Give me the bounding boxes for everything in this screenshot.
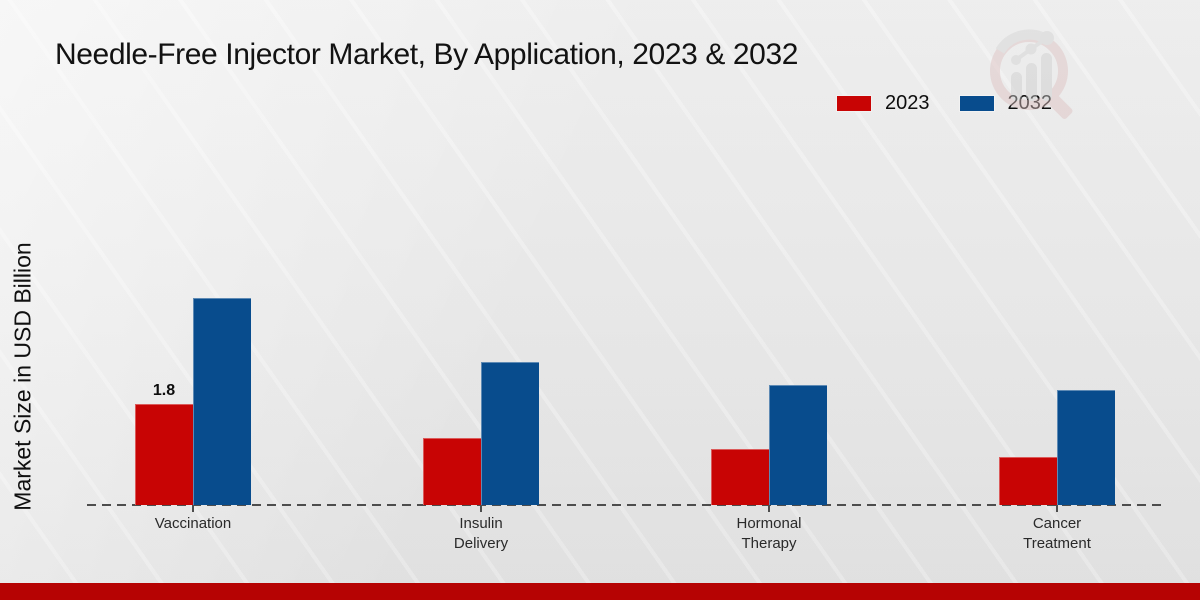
- bar-2023-insulin-delivery: [423, 437, 481, 505]
- x-axis-tick: [192, 505, 194, 512]
- bar-2032-cancer-treatment: [1057, 390, 1115, 505]
- bar-2032-insulin-delivery: [481, 362, 539, 505]
- magnifier-bar-chart-logo-icon: [990, 29, 1073, 119]
- chart-title: Needle-Free Injector Market, By Applicat…: [55, 38, 799, 71]
- legend-swatch-2032: [959, 96, 994, 111]
- category-label-hormonal-therapy: Hormonal Therapy: [736, 515, 802, 552]
- bar-2032-hormonal-therapy: [769, 384, 827, 505]
- footer-accent-bar: [0, 583, 1200, 600]
- category-label-vaccination: Vaccination: [154, 515, 232, 532]
- bar-2023-cancer-treatment: [999, 457, 1057, 505]
- x-axis-tick: [480, 505, 482, 512]
- legend-label-2032: 2032: [1007, 92, 1053, 114]
- x-axis-tick: [1056, 505, 1058, 512]
- bar-2023-vaccination: [135, 404, 193, 505]
- bar-2032-vaccination: [193, 297, 251, 505]
- legend-label-2023: 2023: [885, 92, 930, 114]
- x-axis-tick: [768, 505, 770, 512]
- legend-item-2023: 2023: [837, 92, 930, 115]
- category-label-insulin-delivery: Insulin Delivery: [453, 515, 509, 552]
- bar-value-label: 1.8: [152, 382, 176, 400]
- category-label-cancer-treatment: Cancer Treatment: [1023, 515, 1091, 552]
- legend-swatch-2023: [837, 96, 871, 111]
- bar-2023-hormonal-therapy: [711, 449, 769, 505]
- x-axis-line: [87, 504, 1163, 506]
- legend: 2023 2032: [837, 92, 1052, 115]
- legend-item-2032: 2032: [959, 92, 1053, 115]
